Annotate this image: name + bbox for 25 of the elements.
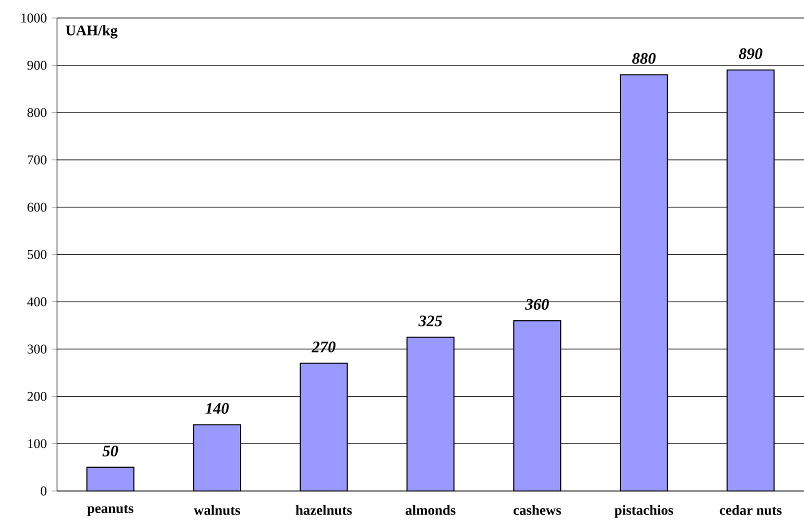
x-tick-label: walnuts [194,505,240,515]
x-tick-label: pistachios [614,505,674,518]
data-label: 880 [632,53,656,64]
x-tick-label: peanuts [87,505,134,516]
y-tick-label: 600 [28,202,46,212]
y-tick-label: 200 [28,392,46,401]
y-tick-label: 700 [28,155,46,164]
y-tick-label: 900 [27,60,46,70]
data-label: 140 [205,403,229,414]
y-tick-label: 0 [40,486,46,496]
data-label: 890 [738,48,762,60]
y-tick-label: 800 [27,108,46,118]
y-tick-label: 400 [27,297,46,306]
y-tick-label: 1000 [21,13,46,22]
data-label: 360 [525,298,549,310]
x-tick-label: almonds [406,505,456,515]
y-axis-title: UAH/kg [66,25,118,38]
x-tick-label: cashews [514,505,561,515]
y-tick-label: 300 [28,344,46,354]
y-tick-label: 500 [28,250,46,259]
data-label: 50 [102,446,118,456]
y-tick-label: 100 [28,439,46,448]
x-tick-label: cedar nuts [720,505,782,515]
data-label: 325 [418,316,442,326]
x-tick-label: hazelnuts [296,505,352,515]
